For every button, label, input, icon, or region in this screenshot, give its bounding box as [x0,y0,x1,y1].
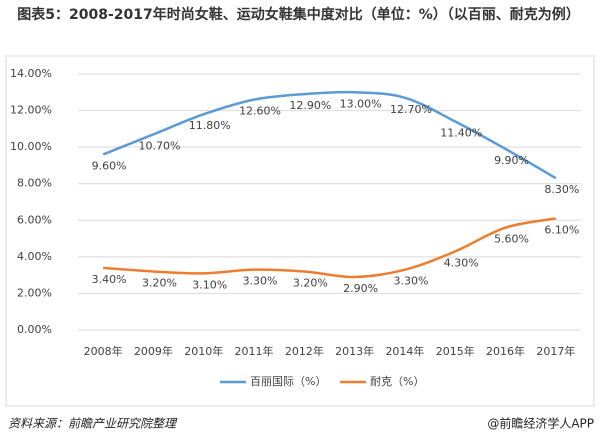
y-tick-label: 2.00% [17,286,52,299]
y-tick-label: 4.00% [17,250,52,263]
x-tick-label: 2015年 [436,344,475,358]
data-label: 9.90% [494,154,529,167]
data-label: 12.90% [289,99,331,112]
x-tick-label: 2013年 [335,344,374,358]
data-label: 3.30% [243,275,278,288]
y-tick-label: 0.00% [17,323,52,336]
y-tick-label: 10.00% [10,140,52,153]
data-label: 9.60% [92,159,127,172]
data-label: 3.20% [142,276,177,289]
x-tick-label: 2017年 [536,344,575,358]
data-label: 5.60% [494,233,529,246]
legend-label: 百丽国际（%） [250,375,326,388]
source: 资料来源：前瞻产业研究院整理 [8,417,178,431]
x-tick-label: 2012年 [285,344,324,358]
data-label: 3.20% [293,276,328,289]
data-label: 11.80% [189,119,231,132]
x-tick-label: 2016年 [486,344,525,358]
data-label: 8.30% [544,183,579,196]
data-label: 3.40% [92,273,127,286]
data-label: 3.10% [192,278,227,291]
x-tick-label: 2009年 [134,344,173,358]
y-tick-label: 12.00% [10,104,52,117]
data-label: 13.00% [340,97,382,110]
y-tick-label: 14.00% [10,67,52,80]
data-label: 4.30% [444,256,479,269]
series-line [103,217,557,279]
data-label: 2.90% [343,282,378,295]
data-label: 12.70% [390,103,432,116]
x-tick-label: 2014年 [385,344,424,358]
legend-label: 耐克（%） [370,375,424,388]
x-tick-label: 2008年 [84,344,123,358]
series-line [102,90,557,180]
credit: @前瞻经济学人APP [487,416,594,431]
chart-title: 图表5：2008-2017年时尚女鞋、运动女鞋集中度对比（单位：%）（以百丽、耐… [17,7,580,23]
data-label: 10.70% [138,139,180,152]
data-label: 3.30% [393,275,428,288]
x-tick-label: 2011年 [235,344,274,358]
y-tick-label: 8.00% [17,177,52,190]
data-label: 11.40% [440,127,482,140]
data-label: 12.60% [239,105,281,118]
y-tick-label: 6.00% [17,213,52,226]
data-label: 6.10% [544,223,579,236]
chart-frame [5,55,595,407]
x-tick-label: 2010年 [184,344,223,358]
